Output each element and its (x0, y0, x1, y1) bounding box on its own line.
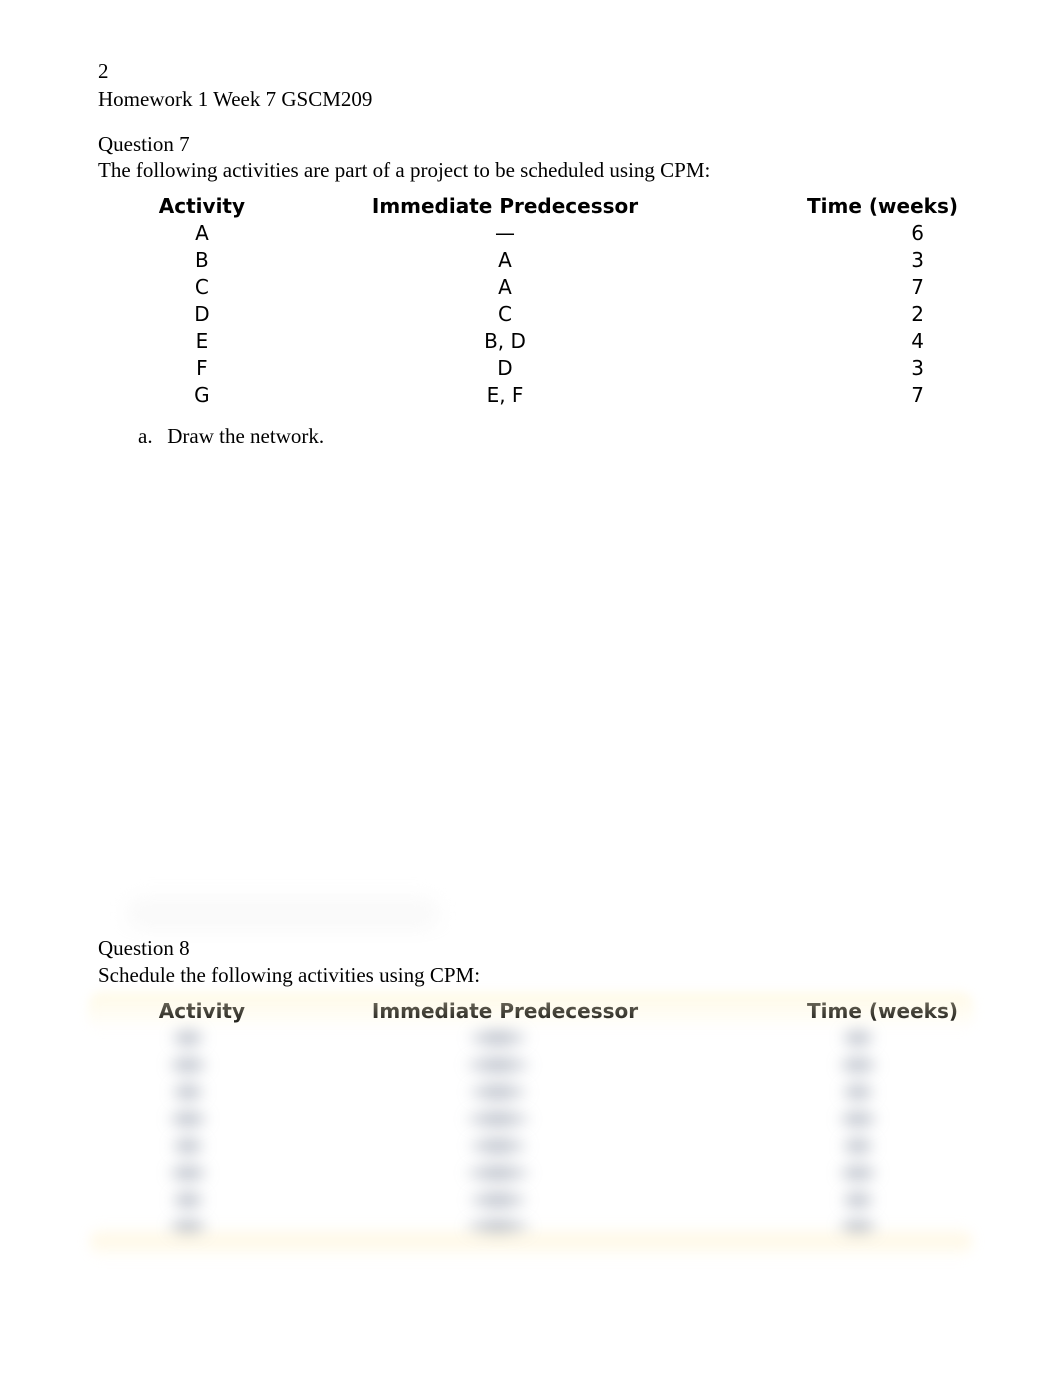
table-row (98, 1187, 964, 1214)
cell-activity: B (98, 247, 306, 274)
col-predecessor-header: Immediate Predecessor (306, 193, 704, 220)
table-row: F D 3 (98, 355, 964, 382)
table-row: C A 7 (98, 274, 964, 301)
cell-time: 3 (704, 247, 964, 274)
cell-predecessor: E, F (306, 382, 704, 409)
cell-time (704, 1052, 964, 1079)
question-7-table: Activity Immediate Predecessor Time (wee… (98, 193, 964, 409)
cell-activity: C (98, 274, 306, 301)
cell-predecessor (306, 1133, 704, 1160)
table-row (98, 1079, 964, 1106)
table-row (98, 1160, 964, 1187)
question-7-intro: The following activities are part of a p… (98, 157, 964, 183)
cell-predecessor (306, 1025, 704, 1052)
list-text: Draw the network. (167, 424, 324, 448)
cell-time (704, 1133, 964, 1160)
question-8-table-wrap: Activity Immediate Predecessor Time (wee… (98, 998, 964, 1241)
page-number: 2 (98, 58, 964, 84)
question-8-title: Question 8 (98, 935, 964, 961)
cell-activity (98, 1079, 306, 1106)
table-row: D C 2 (98, 301, 964, 328)
cell-predecessor: A (306, 247, 704, 274)
cell-activity (98, 1052, 306, 1079)
cell-activity: E (98, 328, 306, 355)
cell-time: 7 (704, 274, 964, 301)
question-7-subitem-a: a. Draw the network. (98, 423, 964, 449)
cell-time: 3 (704, 355, 964, 382)
list-marker: a. (138, 423, 162, 449)
blur-artifact (128, 897, 438, 921)
cell-activity (98, 1106, 306, 1133)
cell-predecessor (306, 1079, 704, 1106)
table-row: B A 3 (98, 247, 964, 274)
question-8-table: Activity Immediate Predecessor Time (wee… (98, 998, 964, 1241)
question-7-title: Question 7 (98, 131, 964, 157)
answer-space (98, 449, 964, 929)
table-row (98, 1133, 964, 1160)
cell-time: 6 (704, 220, 964, 247)
cell-time (704, 1079, 964, 1106)
table-row (98, 1025, 964, 1052)
table-header-row: Activity Immediate Predecessor Time (wee… (98, 998, 964, 1025)
cell-predecessor: — (306, 220, 704, 247)
table-row (98, 1214, 964, 1241)
table-row: G E, F 7 (98, 382, 964, 409)
table-header-row: Activity Immediate Predecessor Time (wee… (98, 193, 964, 220)
cell-activity (98, 1214, 306, 1241)
cell-time (704, 1187, 964, 1214)
cell-time: 4 (704, 328, 964, 355)
cell-predecessor (306, 1160, 704, 1187)
col-time-header: Time (weeks) (704, 998, 964, 1025)
cell-activity: A (98, 220, 306, 247)
cell-time (704, 1214, 964, 1241)
cell-predecessor: C (306, 301, 704, 328)
cell-activity (98, 1187, 306, 1214)
cell-time: 7 (704, 382, 964, 409)
table-row (98, 1106, 964, 1133)
cell-time (704, 1025, 964, 1052)
question-8-intro: Schedule the following activities using … (98, 962, 964, 988)
table-row (98, 1052, 964, 1079)
cell-predecessor (306, 1052, 704, 1079)
col-activity-header: Activity (98, 193, 306, 220)
cell-time (704, 1106, 964, 1133)
cell-predecessor (306, 1187, 704, 1214)
cell-activity: F (98, 355, 306, 382)
table-row: E B, D 4 (98, 328, 964, 355)
cell-predecessor: D (306, 355, 704, 382)
col-time-header: Time (weeks) (704, 193, 964, 220)
running-head: Homework 1 Week 7 GSCM209 (98, 86, 964, 112)
col-activity-header: Activity (98, 998, 306, 1025)
cell-activity (98, 1160, 306, 1187)
cell-activity: D (98, 301, 306, 328)
cell-predecessor: A (306, 274, 704, 301)
cell-predecessor: B, D (306, 328, 704, 355)
cell-activity (98, 1133, 306, 1160)
cell-predecessor (306, 1106, 704, 1133)
cell-time: 2 (704, 301, 964, 328)
cell-activity: G (98, 382, 306, 409)
cell-predecessor (306, 1214, 704, 1241)
table-row: A — 6 (98, 220, 964, 247)
col-predecessor-header: Immediate Predecessor (306, 998, 704, 1025)
cell-activity (98, 1025, 306, 1052)
cell-time (704, 1160, 964, 1187)
